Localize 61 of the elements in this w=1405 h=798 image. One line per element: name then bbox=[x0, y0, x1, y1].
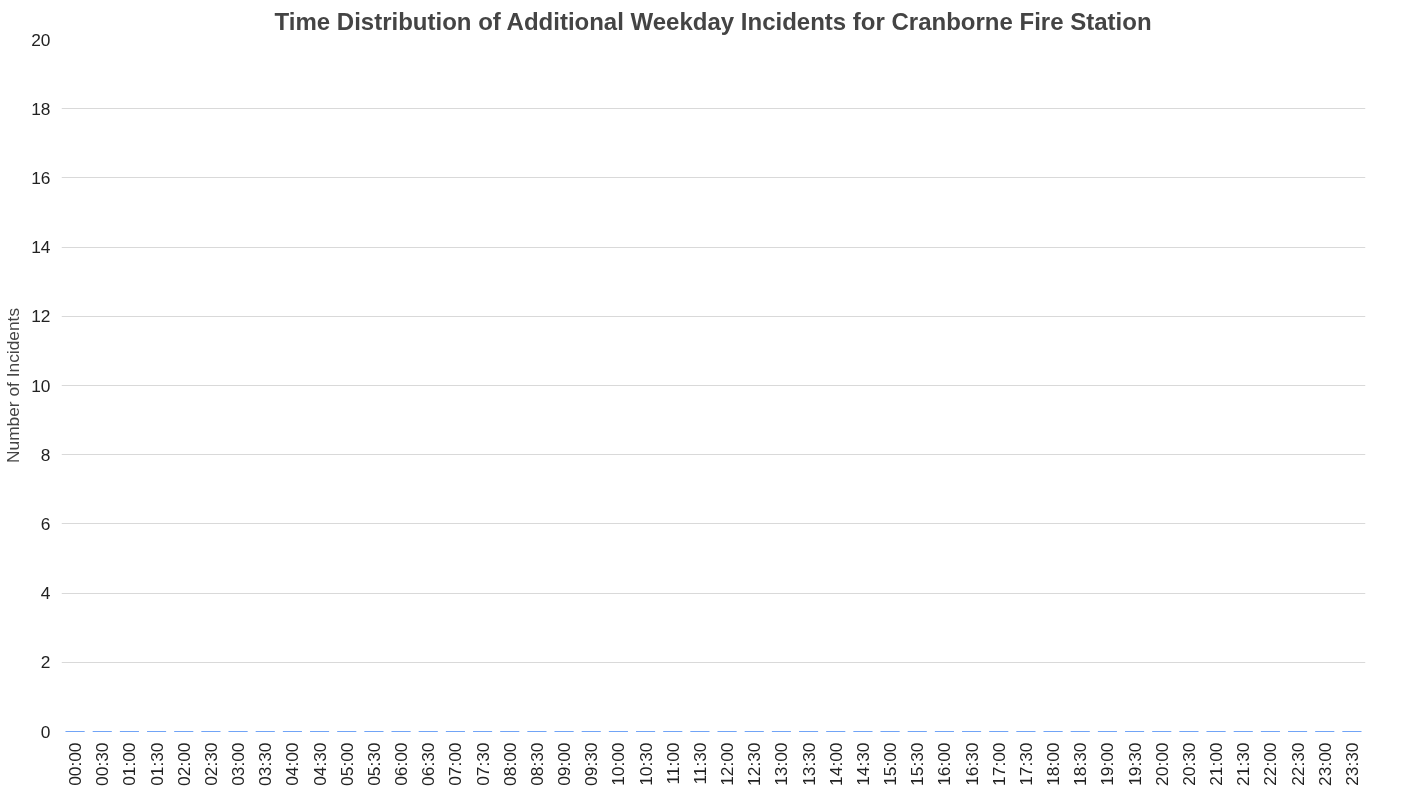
x-tick-label: 14:00 bbox=[825, 742, 846, 786]
x-tick-label: 22:00 bbox=[1260, 742, 1281, 786]
y-tick-label: 6 bbox=[40, 513, 51, 534]
y-tick-label: 20 bbox=[31, 29, 51, 50]
x-tick-label: 22:30 bbox=[1287, 742, 1308, 786]
y-tick-label: 4 bbox=[40, 583, 51, 604]
x-tick-label: 20:00 bbox=[1151, 742, 1172, 786]
x-tick-label: 09:30 bbox=[581, 742, 602, 786]
x-tick-label: 01:00 bbox=[119, 742, 140, 786]
x-tick-label: 00:30 bbox=[92, 742, 113, 786]
x-tick-label: 13:30 bbox=[798, 742, 819, 786]
x-tick-label: 12:00 bbox=[717, 742, 738, 786]
x-tick-label: 08:00 bbox=[499, 742, 520, 786]
x-tick-label: 06:30 bbox=[418, 742, 439, 786]
y-tick-label: 2 bbox=[40, 652, 51, 673]
x-tick-label: 12:30 bbox=[744, 742, 765, 786]
y-tick-label: 10 bbox=[31, 375, 51, 396]
x-tick-label: 15:00 bbox=[880, 742, 901, 786]
x-tick-label: 04:00 bbox=[282, 742, 303, 786]
x-tick-label: 19:00 bbox=[1097, 742, 1118, 786]
y-tick-label: 8 bbox=[40, 444, 51, 465]
y-tick-label: 18 bbox=[31, 98, 51, 119]
y-tick-label: 16 bbox=[31, 167, 51, 188]
x-tick-label: 15:30 bbox=[907, 742, 928, 786]
x-tick-label: 07:00 bbox=[445, 742, 466, 786]
y-tick-label: 0 bbox=[40, 721, 51, 742]
x-tick-label: 08:30 bbox=[526, 742, 547, 786]
x-tick-label: 04:30 bbox=[309, 742, 330, 786]
x-tick-label: 10:00 bbox=[608, 742, 629, 786]
x-tick-label: 17:30 bbox=[1015, 742, 1036, 786]
x-tick-label: 01:30 bbox=[146, 742, 167, 786]
x-tick-label: 21:30 bbox=[1233, 742, 1254, 786]
x-tick-label: 06:00 bbox=[391, 742, 412, 786]
x-tick-label: 10:30 bbox=[635, 742, 656, 786]
x-tick-label: 20:30 bbox=[1178, 742, 1199, 786]
x-tick-label: 05:00 bbox=[336, 742, 357, 786]
x-tick-label: 02:00 bbox=[173, 742, 194, 786]
x-tick-label: 11:00 bbox=[662, 742, 683, 785]
x-tick-label: 00:00 bbox=[65, 742, 86, 786]
x-tick-label: 13:00 bbox=[771, 742, 792, 786]
y-tick-label: 12 bbox=[31, 306, 51, 327]
x-tick-label: 17:00 bbox=[988, 742, 1009, 786]
x-tick-label: 23:00 bbox=[1314, 742, 1335, 786]
y-tick-label: 14 bbox=[31, 237, 51, 258]
x-tick-label: 23:30 bbox=[1341, 742, 1362, 786]
x-tick-label: 03:00 bbox=[228, 742, 249, 786]
x-tick-label: 03:30 bbox=[255, 742, 276, 786]
chart-title: Time Distribution of Additional Weekday Incidents for Cranborne Fire Station bbox=[274, 7, 1152, 35]
x-tick-label: 18:30 bbox=[1070, 742, 1091, 786]
x-tick-label: 14:30 bbox=[852, 742, 873, 786]
x-tick-label: 21:00 bbox=[1206, 742, 1227, 786]
x-tick-label: 16:30 bbox=[961, 742, 982, 786]
x-tick-label: 19:30 bbox=[1124, 742, 1145, 786]
x-tick-label: 07:30 bbox=[472, 742, 493, 786]
x-tick-label: 18:00 bbox=[1043, 742, 1064, 786]
x-tick-label: 11:30 bbox=[689, 742, 710, 785]
x-tick-label: 05:30 bbox=[363, 742, 384, 786]
x-tick-label: 02:30 bbox=[200, 742, 221, 786]
x-tick-label: 09:00 bbox=[554, 742, 575, 786]
x-tick-label: 16:00 bbox=[934, 742, 955, 786]
y-axis-title: Number of Incidents bbox=[3, 307, 24, 464]
